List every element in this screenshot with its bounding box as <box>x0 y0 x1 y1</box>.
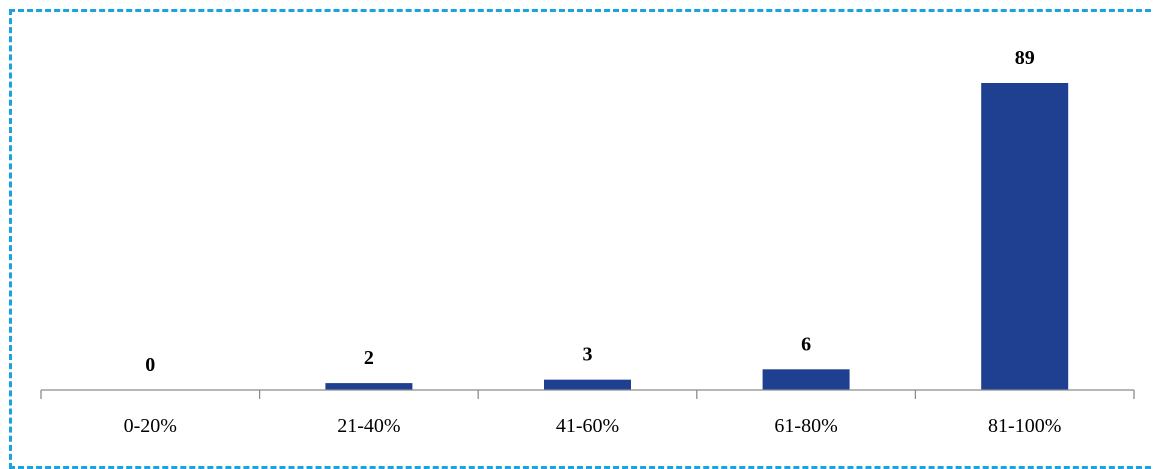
bar-81-100% <box>981 83 1069 390</box>
x-tick-labels-group: 0-20% 21-40% 41-60% 61-80% 81-100% <box>124 415 1062 437</box>
bar-41-60% <box>544 379 631 390</box>
data-label: 2 <box>364 347 374 369</box>
x-tick-label: 41-60% <box>556 415 619 437</box>
value-labels-group: 0 2 3 6 89 <box>145 47 1034 376</box>
x-tick-label: 0-20% <box>124 415 177 437</box>
data-label: 6 <box>801 333 811 355</box>
bar-chart: 0 2 3 6 89 0-20% 21-40% 41-60% 61-80% 81-100% <box>40 47 1135 437</box>
data-label: 0 <box>145 354 155 376</box>
x-tick-label: 61-80% <box>774 415 837 437</box>
data-label: 89 <box>1015 47 1035 69</box>
bars-group <box>325 83 1069 390</box>
bar-61-80% <box>762 369 850 390</box>
bar-21-40% <box>325 383 413 390</box>
data-label: 3 <box>583 344 593 366</box>
x-tick-label: 81-100% <box>988 415 1061 437</box>
x-tick-label: 21-40% <box>337 415 400 437</box>
x-ticks-group <box>40 390 1135 399</box>
